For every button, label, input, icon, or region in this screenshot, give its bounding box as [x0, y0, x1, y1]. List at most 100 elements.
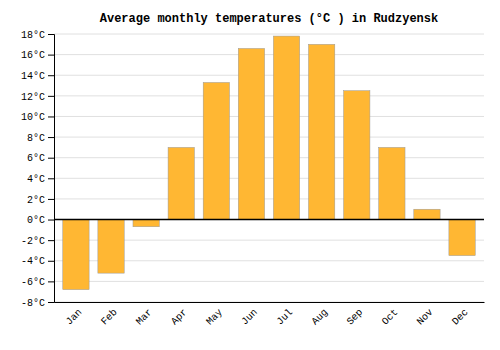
- bar: [414, 209, 440, 219]
- x-tick-label: Jan: [64, 307, 85, 328]
- x-tick: Nov: [415, 302, 436, 327]
- bar: [344, 91, 370, 220]
- x-tick: Jun: [239, 302, 260, 327]
- y-tick-mark: [48, 261, 54, 262]
- x-tick-label: Oct: [380, 307, 401, 328]
- chart: -8°C -6°C -4°C -2°C 0°C 2°C 4°C 6°C 8°C 10°C 12°C 1…: [0, 0, 500, 350]
- y-tick-label: -8°C: [21, 298, 45, 309]
- y-tick-label: 0°C: [27, 215, 45, 226]
- y-tick: 16°C: [21, 50, 54, 61]
- x-tick-label: Apr: [169, 307, 190, 328]
- y-tick-label: 14°C: [21, 71, 45, 82]
- x-axis: Jan Feb Mar Apr May Jun Jul Aug Sep Oct Nov Dec: [55, 302, 485, 327]
- y-tick-label: -2°C: [21, 236, 45, 247]
- bar: [63, 220, 89, 290]
- y-tick-mark: [48, 158, 54, 159]
- y-tick: 12°C: [21, 92, 54, 103]
- y-tick: -4°C: [21, 256, 54, 267]
- x-axis-line: [55, 302, 485, 303]
- bar: [449, 220, 475, 256]
- y-tick-mark: [48, 34, 54, 35]
- y-tick-label: 2°C: [27, 195, 45, 206]
- x-tick-label: Feb: [99, 307, 120, 328]
- title: Average monthly temperatures (°C ) in Ru…: [100, 12, 438, 26]
- grid-line: [54, 157, 484, 158]
- x-tick-label: Mar: [134, 307, 155, 328]
- y-tick: -2°C: [21, 236, 54, 247]
- bar: [98, 220, 124, 274]
- x-tick-label: Sep: [345, 307, 366, 328]
- x-tick-label: Aug: [310, 307, 331, 328]
- y-tick-mark: [48, 96, 54, 97]
- y-tick-label: 16°C: [21, 50, 45, 61]
- y-tick: -6°C: [21, 277, 54, 288]
- bar: [379, 147, 405, 219]
- y-tick-mark: [48, 55, 54, 56]
- y-tick-label: 10°C: [21, 112, 45, 123]
- x-tick: Aug: [310, 302, 331, 327]
- y-tick-mark: [48, 240, 54, 241]
- grid-line: [54, 75, 484, 76]
- y-axis: -8°C -6°C -4°C -2°C 0°C 2°C 4°C 6°C 8°C 10°C 12°C 1…: [21, 30, 55, 309]
- y-tick-mark: [48, 116, 54, 117]
- bar: [203, 82, 229, 219]
- bar: [273, 36, 299, 219]
- x-tick: Feb: [99, 302, 120, 327]
- y-axis-line: [48, 35, 55, 303]
- grid-line: [54, 137, 484, 138]
- x-tick-label: Dec: [450, 307, 471, 328]
- y-tick-label: -4°C: [21, 256, 45, 267]
- x-tick-label: Nov: [415, 307, 436, 328]
- y-tick-mark: [48, 178, 54, 179]
- y-tick: 10°C: [21, 112, 54, 123]
- zero-line: [54, 219, 484, 221]
- y-tick-mark: [48, 199, 54, 200]
- x-tick: Oct: [380, 302, 401, 327]
- grid-line: [54, 281, 484, 282]
- y-tick: 2°C: [27, 195, 54, 206]
- y-tick-label: 4°C: [27, 174, 45, 185]
- x-tick: Dec: [450, 302, 471, 327]
- grid-line: [54, 178, 484, 179]
- y-tick-label: 8°C: [27, 133, 45, 144]
- y-tick-label: 6°C: [27, 153, 45, 164]
- x-tick: May: [204, 302, 225, 327]
- y-tick-mark: [48, 281, 54, 282]
- y-tick: 4°C: [27, 174, 54, 185]
- x-tick-label: Jun: [239, 307, 260, 328]
- y-tick-mark: [48, 302, 54, 303]
- bar: [308, 44, 334, 219]
- x-tick-label: May: [204, 307, 225, 328]
- y-tick-mark: [48, 220, 54, 221]
- y-tick: 14°C: [21, 71, 54, 82]
- grid-line: [54, 219, 484, 220]
- grid-line: [54, 54, 484, 55]
- y-tick-label: 18°C: [21, 30, 45, 41]
- bars: [63, 36, 475, 290]
- x-tick: Mar: [134, 302, 155, 327]
- bar: [238, 48, 264, 219]
- grid-line: [54, 198, 484, 199]
- x-tick: Jan: [64, 302, 85, 327]
- plot: -8°C -6°C -4°C -2°C 0°C 2°C 4°C 6°C 8°C 10°C 12°C 1…: [21, 30, 485, 328]
- y-tick-label: -6°C: [21, 277, 45, 288]
- x-tick-label: Jul: [275, 307, 296, 328]
- y-tick: 6°C: [27, 153, 54, 164]
- x-tick: Sep: [345, 302, 366, 327]
- x-tick: Jul: [275, 302, 296, 327]
- y-tick: -8°C: [21, 298, 54, 309]
- bar: [133, 220, 159, 227]
- grid: [54, 34, 484, 302]
- y-tick: 18°C: [21, 30, 54, 41]
- y-tick-mark: [48, 137, 54, 138]
- y-tick: 0°C: [27, 215, 54, 226]
- grid-line: [54, 302, 484, 303]
- grid-line: [54, 34, 484, 35]
- grid-line: [54, 95, 484, 96]
- grid-line: [54, 116, 484, 117]
- y-tick-label: 12°C: [21, 92, 45, 103]
- x-tick: Apr: [169, 302, 190, 327]
- y-tick-mark: [48, 75, 54, 76]
- bar: [168, 147, 194, 219]
- y-tick: 8°C: [27, 133, 54, 144]
